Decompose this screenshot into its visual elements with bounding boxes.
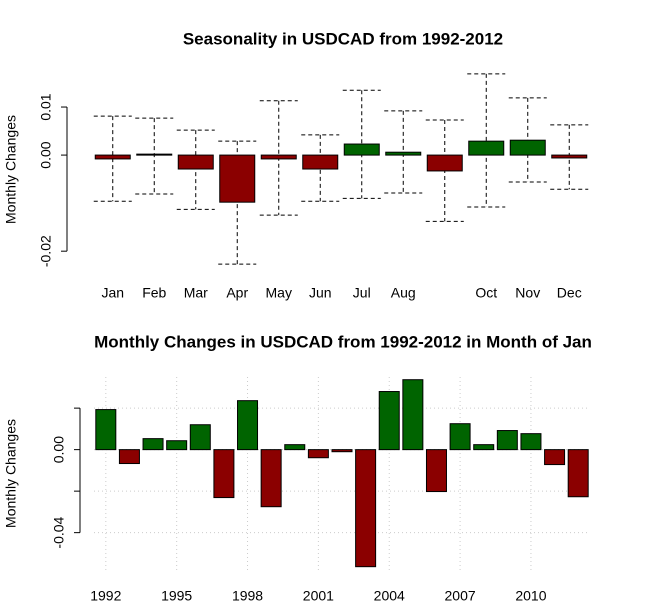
x-tick-label: Feb (142, 285, 166, 301)
bar (425, 449, 447, 493)
y-tick-label: -0.04 (51, 516, 67, 548)
x-tick-label: 2004 (374, 588, 405, 604)
bar (544, 449, 566, 466)
bar (378, 391, 400, 451)
bar (94, 154, 131, 160)
bar (426, 154, 463, 172)
bar (473, 444, 495, 451)
bar (520, 433, 542, 451)
chart-title: Monthly Changes in USDCAD from 1992-2012… (94, 332, 592, 351)
x-tick-label: 1992 (90, 588, 121, 604)
x-tick-label: 2001 (303, 588, 334, 604)
bar (402, 379, 424, 451)
y-axis-label: Monthly Changes (3, 419, 19, 528)
bar (567, 449, 589, 498)
bar (468, 140, 505, 156)
bar (307, 449, 329, 459)
x-tick-label: 1998 (232, 588, 263, 604)
bar (449, 423, 471, 451)
x-tick-label: Dec (557, 285, 582, 301)
bar (219, 154, 256, 203)
chart-title: Seasonality in USDCAD from 1992-2012 (183, 29, 503, 48)
y-tick-label: -0.02 (38, 235, 54, 267)
bar (385, 151, 422, 156)
bar (177, 154, 214, 170)
bar (302, 154, 339, 170)
bar (355, 449, 377, 568)
bar (142, 438, 164, 451)
x-tick-label: Mar (184, 285, 208, 301)
y-tick-label: 0.00 (51, 436, 67, 463)
bar (343, 143, 380, 156)
bar (237, 400, 259, 451)
bar (260, 449, 282, 508)
bar (136, 153, 173, 156)
x-tick-label: Apr (226, 285, 248, 301)
y-axis-label: Monthly Changes (3, 115, 19, 224)
bar (95, 409, 117, 451)
bar (331, 449, 353, 453)
bar (189, 424, 211, 451)
x-tick-label: 1995 (161, 588, 192, 604)
bar (509, 139, 546, 156)
bar (118, 449, 140, 465)
bar (284, 444, 306, 451)
x-tick-label: 2010 (515, 588, 546, 604)
bar (260, 154, 297, 160)
x-tick-label: May (266, 285, 292, 301)
x-tick-label: Nov (515, 285, 540, 301)
x-tick-label: 2007 (445, 588, 476, 604)
bar (213, 449, 235, 499)
x-tick-label: Jul (353, 285, 371, 301)
y-tick-label: 0.00 (38, 141, 54, 168)
bar (551, 154, 588, 159)
bar (166, 440, 188, 451)
x-tick-label: Jan (101, 285, 124, 301)
y-tick-label: 0.01 (38, 93, 54, 120)
x-tick-label: Oct (475, 285, 497, 301)
x-tick-label: Aug (391, 285, 416, 301)
x-tick-label: Jun (309, 285, 332, 301)
bar (496, 430, 518, 451)
